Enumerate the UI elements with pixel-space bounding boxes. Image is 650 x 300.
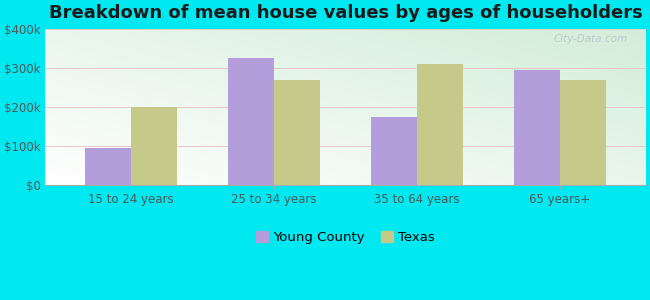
Bar xyxy=(514,70,560,185)
Bar xyxy=(417,64,463,185)
Bar xyxy=(85,148,131,185)
Bar xyxy=(228,58,274,185)
Legend: Young County, Texas: Young County, Texas xyxy=(251,226,440,249)
Text: City-Data.com: City-Data.com xyxy=(554,34,628,44)
Bar xyxy=(131,107,177,185)
Bar xyxy=(560,80,606,185)
Title: Breakdown of mean house values by ages of householders: Breakdown of mean house values by ages o… xyxy=(49,4,642,22)
Bar xyxy=(274,80,320,185)
Bar xyxy=(371,117,417,185)
